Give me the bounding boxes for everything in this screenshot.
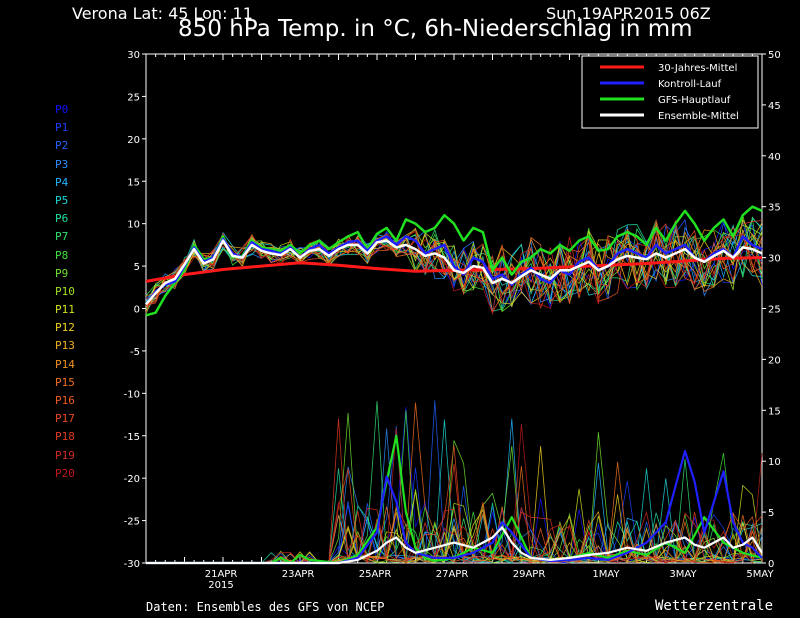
temp-line-ensemble-mittel [145, 239, 763, 306]
right-axis-tick-label: 0 [768, 559, 774, 570]
chart-title: 850 hPa Temp. in °C, 6h-Niederschlag in … [178, 16, 693, 42]
right-axis-tick-label: 50 [768, 50, 781, 61]
member-label-p15: P15 [55, 375, 75, 389]
member-label-p17: P17 [55, 412, 75, 426]
member-label-p12: P12 [55, 321, 75, 335]
right-axis-tick-label: 25 [768, 305, 781, 316]
left-axis-tick-label: -30 [124, 559, 140, 570]
left-axis-tick-label: -25 [124, 517, 140, 528]
member-temp-line-p5 [145, 224, 763, 304]
legend-entry-label: Kontroll-Lauf [658, 79, 722, 90]
x-axis-tick-label: 25APR [359, 569, 392, 580]
legend-entry-label: Ensemble-Mittel [658, 111, 739, 122]
plot-frame [145, 53, 763, 564]
right-axis-tick-label: 5 [768, 508, 774, 519]
member-label-p11: P11 [55, 303, 75, 317]
data-source-label: Daten: Ensembles des GFS von NCEP [146, 600, 385, 614]
member-label-p9: P9 [55, 266, 69, 280]
member-label-p16: P16 [55, 394, 75, 407]
member-label-p0: P0 [55, 103, 69, 116]
legend-entry-label: GFS-Hauptlauf [658, 95, 731, 106]
member-label-p19: P19 [55, 448, 75, 462]
left-axis-tick-label: -20 [124, 474, 140, 485]
x-axis-tick-label: 21APR [205, 569, 238, 580]
legend-entry-label: 30-Jahres-Mittel [658, 63, 737, 74]
right-axis-tick-label: 20 [768, 355, 781, 366]
member-label-p2: P2 [55, 139, 69, 153]
brand-label: Wetterzentrale [655, 598, 774, 614]
left-axis-tick-label: 20 [127, 135, 140, 146]
x-axis-tick-sublabel: 2015 [208, 580, 233, 591]
right-axis-tick-label: 45 [768, 101, 781, 112]
member-label-p3: P3 [55, 157, 69, 171]
member-label-p8: P8 [55, 248, 69, 262]
member-label-p18: P18 [55, 430, 75, 444]
run-date-label: Sun,19APR2015 06Z [546, 4, 711, 23]
left-axis-tick-label: 15 [127, 177, 140, 188]
x-axis-tick-label: 23APR [282, 569, 315, 580]
member-label-p20: P20 [55, 466, 75, 480]
x-axis-tick-label: 29APR [513, 569, 546, 580]
location-label: Verona Lat: 45 Lon: 11 [72, 4, 253, 23]
right-axis-tick-label: 10 [768, 457, 781, 468]
member-label-p4: P4 [55, 175, 69, 189]
member-label-p13: P13 [55, 339, 75, 353]
left-axis-tick-label: -5 [130, 347, 140, 358]
x-axis-tick-label: 3MAY [669, 569, 697, 580]
precip-line-gfs-hauptlauf [146, 434, 763, 565]
right-axis-tick-label: 40 [768, 152, 781, 163]
left-axis-tick-label: 0 [134, 305, 140, 316]
x-axis-tick-label: 5MAY [746, 569, 774, 580]
member-label-p7: P7 [55, 230, 69, 244]
member-precip-line-p2 [146, 400, 763, 565]
ensemble-member-list: P0 P1 P2 P3 P4 P5 P6 P7 P8 P9 P10 P11 P12 P13 P14 P15 P1… [55, 101, 75, 483]
left-axis-tick-label: -15 [124, 432, 140, 443]
right-axis-tick-label: 35 [768, 203, 781, 214]
member-label-p5: P5 [55, 193, 69, 207]
member-label-p10: P10 [55, 284, 75, 298]
left-axis-tick-label: 5 [134, 262, 140, 273]
right-axis-tick-label: 30 [768, 254, 781, 265]
member-label-p1: P1 [55, 121, 69, 135]
x-axis-tick-label: 27APR [436, 569, 469, 580]
right-axis-tick-label: 15 [768, 406, 781, 417]
precip-line-ensemble-mittel [146, 526, 763, 565]
member-label-p6: P6 [55, 212, 69, 226]
left-axis-tick-label: 25 [127, 92, 140, 103]
left-axis-tick-label: -10 [124, 389, 140, 400]
x-axis-tick-label: 1MAY [592, 569, 620, 580]
member-label-p14: P14 [55, 357, 75, 371]
left-axis-tick-label: 10 [127, 220, 140, 231]
left-axis-tick-label: 30 [127, 50, 140, 61]
